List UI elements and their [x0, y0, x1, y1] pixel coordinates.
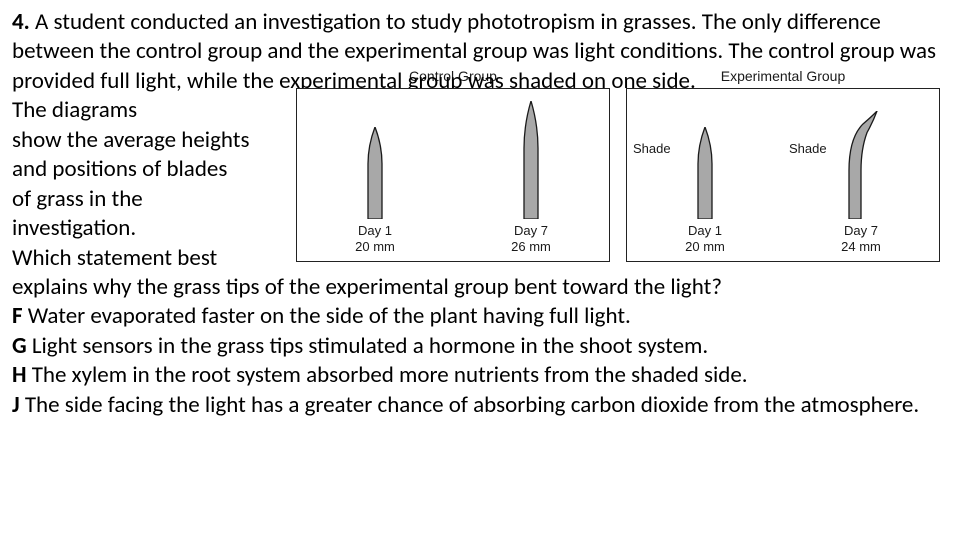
- experimental-group-title: Experimental Group: [721, 68, 846, 86]
- shade-label: Shade: [789, 141, 827, 158]
- experimental-panel: Shade Day 1 20 mm Shade: [626, 88, 940, 262]
- answer-option: G Light sensors in the grass tips stimul…: [12, 332, 948, 361]
- answer-letter: J: [12, 391, 20, 419]
- blade-caption: Day 1 20 mm: [685, 223, 725, 256]
- shade-label: Shade: [633, 141, 671, 158]
- control-panel: Day 1 20 mm Day 7 26 mm: [296, 88, 610, 262]
- answer-option: H The xylem in the root system absorbed …: [12, 361, 948, 390]
- caption-mm: 20 mm: [685, 239, 725, 254]
- experimental-group-box: Experimental Group Shade Day 1 20 mm Sh: [626, 68, 940, 262]
- blade-container: [297, 89, 453, 223]
- control-group-box: Control Group Day 1 20 mm: [296, 68, 610, 262]
- caption-mm: 24 mm: [841, 239, 881, 254]
- question-block: 4. A student conducted an investigation …: [12, 8, 948, 420]
- answer-option: J The side facing the light has a greate…: [12, 391, 948, 420]
- caption-day: Day 1: [358, 223, 392, 238]
- blade-caption: Day 7 26 mm: [511, 223, 551, 256]
- grass-blade-icon: [519, 101, 543, 219]
- exp-cell-day1: Shade Day 1 20 mm: [627, 89, 783, 261]
- caption-mm: 20 mm: [355, 239, 395, 254]
- caption-day: Day 7: [844, 223, 878, 238]
- grass-blade-bent-icon: [843, 111, 879, 219]
- caption-day: Day 1: [688, 223, 722, 238]
- answer-text: The xylem in the root system absorbed mo…: [27, 361, 748, 389]
- answer-text: Light sensors in the grass tips stimulat…: [27, 332, 709, 360]
- question-after: explains why the grass tips of the exper…: [12, 273, 948, 302]
- question-text-region: 4. A student conducted an investigation …: [12, 8, 948, 273]
- exp-cell-day7: Shade Day 7 24 mm: [783, 89, 939, 261]
- control-cell-day1: Day 1 20 mm: [297, 89, 453, 261]
- caption-mm: 26 mm: [511, 239, 551, 254]
- blade-container: [453, 89, 609, 223]
- answer-text: Water evaporated faster on the side of t…: [23, 302, 631, 330]
- answer-letter: G: [12, 332, 27, 360]
- diagram-container: Control Group Day 1 20 mm: [296, 68, 940, 262]
- grass-blade-icon: [363, 127, 387, 219]
- caption-day: Day 7: [514, 223, 548, 238]
- grass-blade-icon: [693, 127, 717, 219]
- blade-caption: Day 7 24 mm: [841, 223, 881, 256]
- question-number: 4.: [12, 8, 30, 36]
- control-cell-day7: Day 7 26 mm: [453, 89, 609, 261]
- answer-letter: H: [12, 361, 27, 389]
- blade-caption: Day 1 20 mm: [355, 223, 395, 256]
- answer-option: F Water evaporated faster on the side of…: [12, 302, 948, 331]
- answer-text: The side facing the light has a greater …: [20, 391, 920, 419]
- answer-letter: F: [12, 302, 23, 330]
